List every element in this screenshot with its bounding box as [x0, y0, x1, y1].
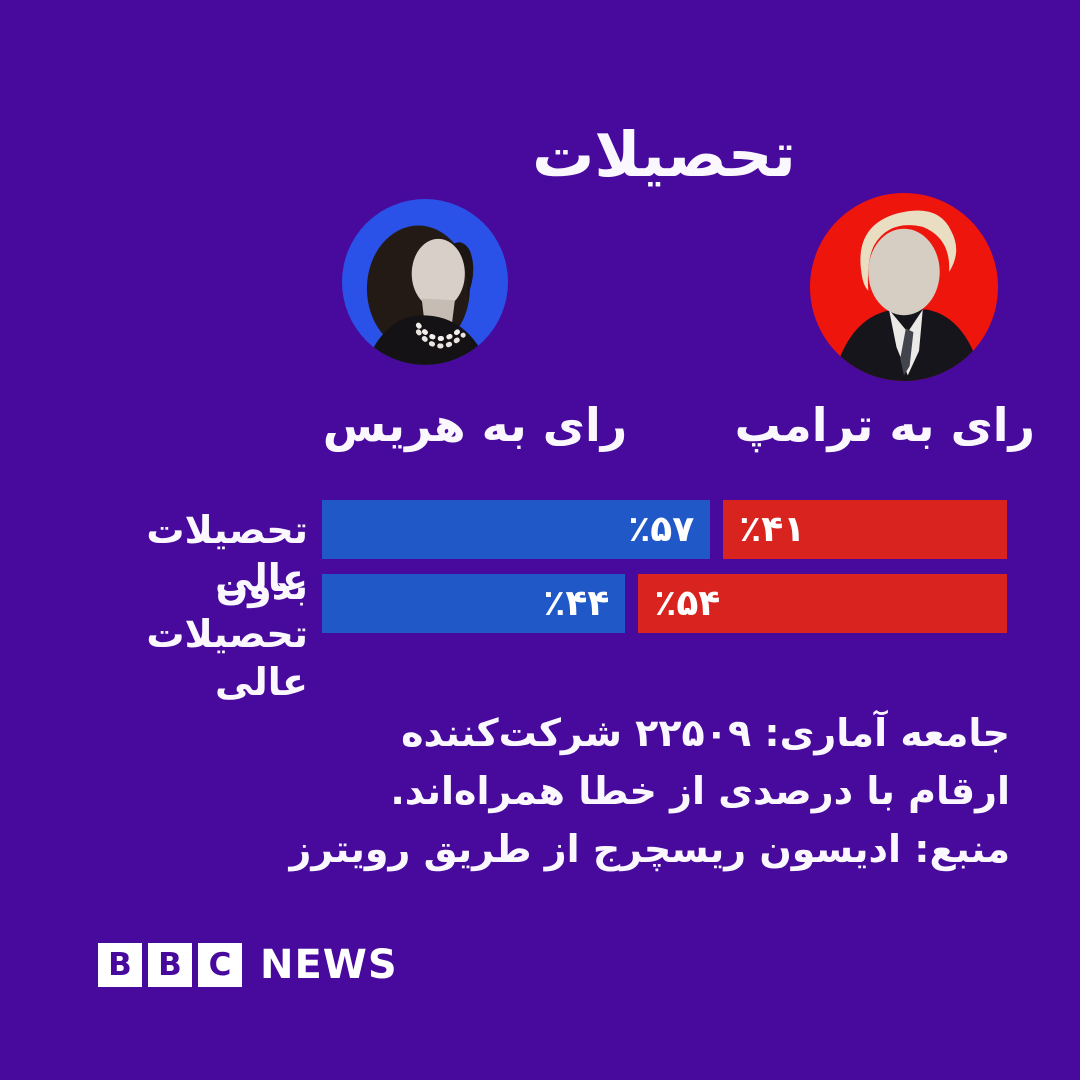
harris-bar-higher-education: ٪۵۷ — [322, 500, 711, 559]
trump-avatar — [810, 193, 998, 381]
harris-portrait-illustration — [365, 225, 489, 365]
category-label-higher-education: تحصیلات عالی — [146, 508, 308, 600]
harris-avatar — [342, 199, 508, 365]
trump-column-label: رای به ترامپ — [734, 398, 1035, 452]
bbc-news-logo: B B C NEWS — [98, 942, 398, 988]
page-title: تحصیلات — [532, 118, 796, 191]
trump-bar-value-label: ٪۵۴ — [654, 583, 721, 624]
bbc-logo-block-c: C — [198, 943, 242, 987]
footer-margin-of-error: ارقام با درصدی از خطا همراه‌اند. — [390, 769, 1010, 813]
trump-bar-higher-education: ٪۴۱ — [723, 500, 1007, 559]
harris-column-label: رای به هریس — [322, 398, 628, 452]
trump-portrait-illustration — [832, 210, 983, 381]
harris-bar-without-higher-education: ٪۴۴ — [322, 574, 626, 633]
footer-source: منبع: ادیسون ریسچرج از طریق رویترز — [289, 827, 1010, 871]
trump-bar-value-label: ٪۴۱ — [739, 509, 806, 550]
bbc-logo-block-b2: B — [148, 943, 192, 987]
trump-bar-without-higher-education: ٪۵۴ — [638, 574, 1007, 633]
harris-bar-value-label: ٪۴۴ — [543, 583, 610, 624]
category-label-without-higher-education: بدون تحصیلات عالی — [146, 564, 308, 704]
bar-row-without-higher-education: ٪۵۴ ٪۴۴ — [322, 574, 1007, 633]
bar-row-higher-education: ٪۴۱ ٪۵۷ — [322, 500, 1007, 559]
bbc-logo-block-b1: B — [98, 943, 142, 987]
footer-sample-size: جامعه آماری: ۲۲۵۰۹ شرکت‌کننده — [401, 711, 1010, 755]
bbc-logo-news-text: NEWS — [260, 942, 398, 988]
harris-bar-value-label: ٪۵۷ — [628, 509, 695, 550]
footer-notes: جامعه آماری: ۲۲۵۰۹ شرکت‌کننده ارقام با د… — [250, 704, 1010, 878]
